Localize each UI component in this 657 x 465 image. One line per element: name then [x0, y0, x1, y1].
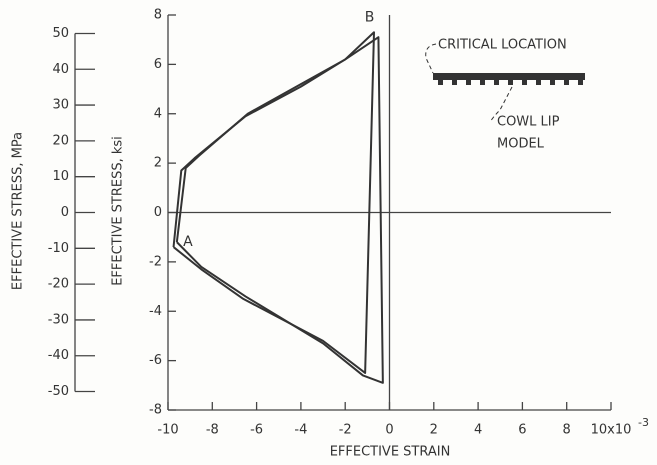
x-tick-label: -10 — [157, 423, 178, 438]
x-tick-label: 6 — [518, 423, 526, 438]
x-tick-label: 10x10 — [591, 423, 632, 438]
y2-tick-label: -40 — [48, 348, 69, 363]
y2-tick-label: -10 — [48, 241, 69, 256]
x-tick-label: -6 — [250, 423, 263, 438]
loop-line — [172, 31, 375, 374]
y-tick-label: -2 — [149, 254, 162, 269]
y2-tick-label: -50 — [48, 384, 69, 399]
x-tick-label: 8 — [563, 423, 571, 438]
y2-tick-label: 20 — [52, 133, 69, 148]
inset-label: CRITICAL LOCATION — [438, 38, 567, 53]
y2-tick-label: 0 — [61, 205, 69, 220]
y-axis-label: EFFECTIVE STRESS, ksi — [111, 136, 126, 286]
y-tick-label: 8 — [154, 8, 162, 23]
y-tick-label: -6 — [149, 353, 162, 368]
y-tick-label: 2 — [154, 156, 162, 171]
y2-axis-label: EFFECTIVE STRESS, MPa — [11, 132, 26, 290]
inset-label: MODEL — [497, 137, 545, 152]
y2-tick-label: 40 — [52, 62, 69, 77]
y-tick-label: 0 — [154, 205, 162, 220]
y-tick-label: -8 — [149, 403, 162, 418]
x-tick-label: 2 — [430, 423, 438, 438]
inset-label: COWL LIP — [497, 115, 560, 130]
y2-tick-label: -30 — [48, 312, 69, 327]
y2-tick-label: -20 — [48, 277, 69, 292]
x-tick-exponent: -3 — [638, 416, 649, 429]
x-tick-label: 0 — [385, 423, 393, 438]
loop-line — [175, 36, 384, 384]
x-tick-label: -2 — [339, 423, 352, 438]
annotation: B — [365, 9, 375, 25]
y2-tick-label: 50 — [52, 26, 69, 41]
x-axis-label: EFFECTIVE STRAIN — [330, 445, 451, 460]
y2-tick-label: 10 — [52, 169, 69, 184]
annotation: A — [183, 234, 193, 250]
x-tick-label: -4 — [294, 423, 307, 438]
cowl-lip-model — [425, 43, 585, 123]
x-tick-label: 4 — [474, 423, 482, 438]
y2-tick-label: 30 — [52, 98, 69, 113]
x-tick-label: -8 — [206, 423, 219, 438]
y-tick-label: 4 — [154, 106, 162, 121]
y-tick-label: 6 — [154, 57, 162, 72]
y-tick-label: -4 — [149, 304, 162, 319]
